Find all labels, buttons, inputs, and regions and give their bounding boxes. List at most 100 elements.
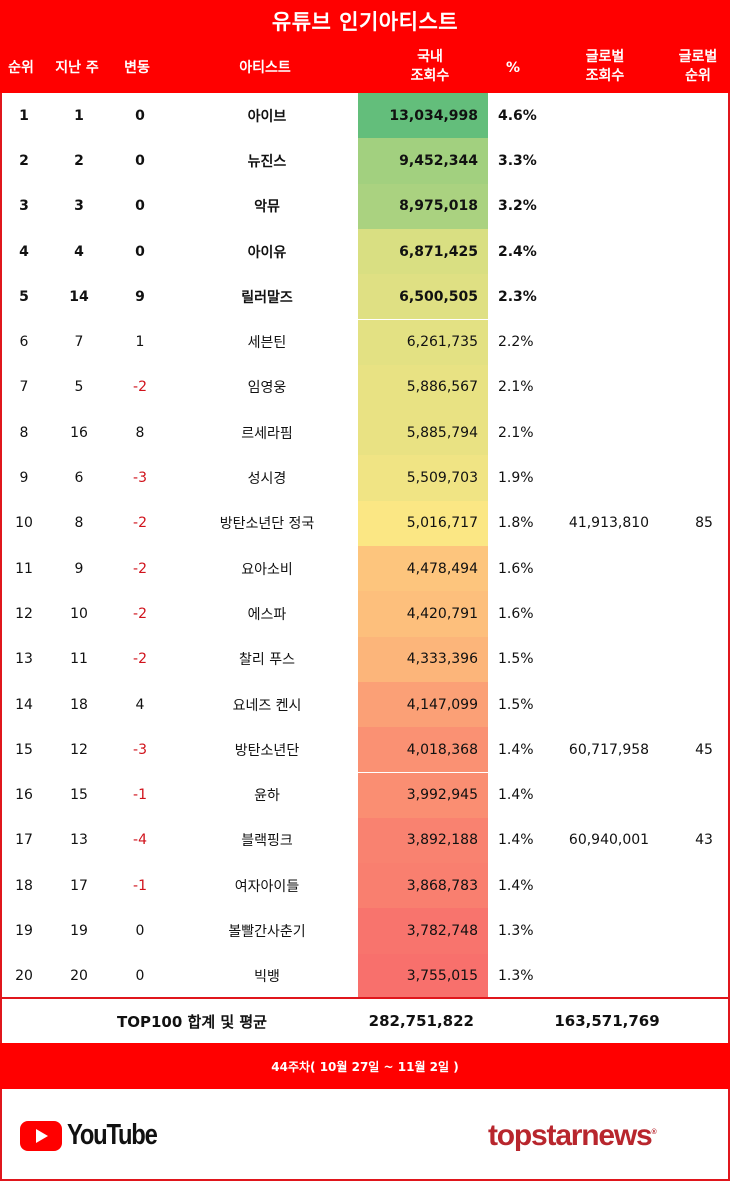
domestic-views-cell: 4,478,494 [358, 546, 488, 592]
artist-cell: 요네즈 켄시 [232, 697, 302, 714]
rank-cell: 9 [19, 470, 29, 487]
rank-cell: 11 [15, 560, 33, 577]
col-domestic-views-header: 국내 조회수 [410, 49, 450, 84]
change-cell: 8 [135, 424, 145, 441]
percent-cell: 1.3% [498, 968, 534, 985]
last-week-cell: 1 [74, 107, 84, 124]
global-rank-cell [682, 138, 726, 183]
percent-cell: 1.6% [498, 560, 534, 577]
publisher-wordmark: topstarnews [488, 1119, 653, 1152]
percent-cell: 1.4% [498, 787, 534, 804]
rank-cell: 1 [19, 107, 29, 124]
logo-bar: YouTube topstarnews® [2, 1089, 728, 1179]
rank-cell: 20 [15, 968, 33, 985]
youtube-wordmark: YouTube [67, 1119, 158, 1151]
rank-cell: 15 [15, 741, 33, 758]
change-cell: 0 [135, 107, 145, 124]
global-views-cell [554, 410, 664, 455]
last-week-cell: 6 [74, 470, 84, 487]
global-views-cell: 60,940,001 [568, 832, 650, 849]
domestic-views-cell: 3,992,945 [358, 772, 488, 818]
last-week-cell: 4 [74, 243, 84, 260]
global-views-cell: 60,717,958 [568, 741, 650, 758]
global-views-cell [554, 546, 664, 591]
global-rank-cell [682, 93, 726, 138]
global-views-cell [554, 93, 664, 138]
rank-cell: 3 [19, 198, 29, 215]
change-cell: -2 [133, 379, 147, 396]
artist-cell: 릴러말즈 [241, 289, 293, 306]
global-views-cell [554, 637, 664, 682]
change-cell: -2 [133, 651, 147, 668]
table-row: 6 7 1 세븐틴 6,261,735 2.2% [2, 319, 728, 365]
page-title: 유튜브 인기아티스트 [271, 10, 459, 34]
global-rank-cell [682, 320, 726, 365]
percent-cell: 4.6% [498, 107, 537, 124]
global-rank-cell [682, 682, 726, 727]
global-rank-cell [682, 410, 726, 455]
global-views-cell [554, 274, 664, 319]
change-cell: -1 [133, 877, 147, 894]
table-row: 11 9 -2 요아소비 4,478,494 1.6% [2, 546, 728, 592]
domestic-views-cell: 4,147,099 [358, 681, 488, 728]
domestic-views-cell: 3,782,748 [358, 908, 488, 954]
table-row: 5 14 9 릴러말즈 6,500,505 2.3% [2, 274, 728, 320]
global-rank-cell [682, 365, 726, 410]
artist-cell: 에스파 [247, 606, 287, 623]
rank-cell: 18 [15, 877, 33, 894]
global-rank-cell [682, 274, 726, 319]
global-rank-cell: 45 [695, 741, 713, 758]
col-global-rank-header: 글로벌 순위 [678, 49, 718, 84]
table-row: 14 18 4 요네즈 켄시 4,147,099 1.5% [2, 681, 728, 728]
change-cell: -3 [133, 741, 147, 758]
last-week-cell: 17 [70, 877, 88, 894]
global-rank-cell [682, 184, 726, 229]
rank-cell: 4 [19, 243, 29, 260]
rank-cell: 8 [19, 424, 29, 441]
change-cell: 0 [135, 968, 145, 985]
last-week-cell: 3 [74, 198, 84, 215]
col-rank-header: 순위 [8, 60, 34, 76]
artist-cell: 르세라핌 [241, 425, 293, 442]
rank-cell: 13 [15, 651, 33, 668]
rank-cell: 6 [19, 334, 29, 351]
change-cell: 0 [135, 923, 145, 940]
percent-cell: 2.1% [498, 379, 534, 396]
rank-cell: 5 [19, 288, 29, 305]
divider [0, 997, 730, 999]
artist-cell: 임영웅 [247, 380, 287, 397]
domestic-views-cell: 4,018,368 [358, 727, 488, 773]
table-row: 16 15 -1 윤하 3,992,945 1.4% [2, 772, 728, 818]
last-week-cell: 16 [70, 424, 88, 441]
change-cell: 0 [135, 198, 145, 215]
global-rank-cell: 43 [695, 832, 713, 849]
percent-cell: 1.3% [498, 923, 534, 940]
global-rank-cell [682, 546, 726, 591]
col-change-header: 변동 [124, 60, 150, 76]
change-cell: 0 [135, 152, 145, 169]
global-views-cell [554, 138, 664, 183]
global-rank-cell [682, 229, 726, 274]
percent-cell: 3.3% [498, 152, 537, 169]
global-views-cell [554, 682, 664, 727]
change-cell: 0 [135, 243, 145, 260]
domestic-views-cell: 13,034,998 [358, 93, 488, 139]
global-views-cell [554, 455, 664, 500]
global-views-cell [554, 908, 664, 953]
rank-cell: 2 [19, 152, 29, 169]
last-week-cell: 5 [74, 379, 84, 396]
change-cell: -1 [133, 787, 147, 804]
table-row: 18 17 -1 여자아이들 3,868,783 1.4% [2, 863, 728, 909]
last-week-cell: 2 [74, 152, 84, 169]
table-row: 7 5 -2 임영웅 5,886,567 2.1% [2, 364, 728, 411]
percent-cell: 1.4% [498, 832, 534, 849]
global-rank-cell [682, 908, 726, 953]
last-week-cell: 15 [70, 787, 88, 804]
period-label: 44주차( 10월 27일 ~ 11월 2일 ) [271, 1059, 459, 1074]
domestic-views-cell: 5,016,717 [358, 500, 488, 546]
last-week-cell: 12 [70, 741, 88, 758]
global-views-cell [554, 591, 664, 636]
global-rank-cell [682, 863, 726, 908]
domestic-views-cell: 3,755,015 [358, 953, 488, 999]
artist-cell: 윤하 [254, 788, 280, 805]
